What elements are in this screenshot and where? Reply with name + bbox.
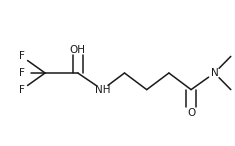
Text: N: N (211, 68, 218, 78)
Text: F: F (19, 51, 25, 61)
Text: O: O (187, 108, 195, 118)
Text: F: F (19, 68, 25, 78)
Text: F: F (19, 85, 25, 95)
Text: NH: NH (94, 85, 110, 95)
Text: OH: OH (70, 45, 86, 55)
